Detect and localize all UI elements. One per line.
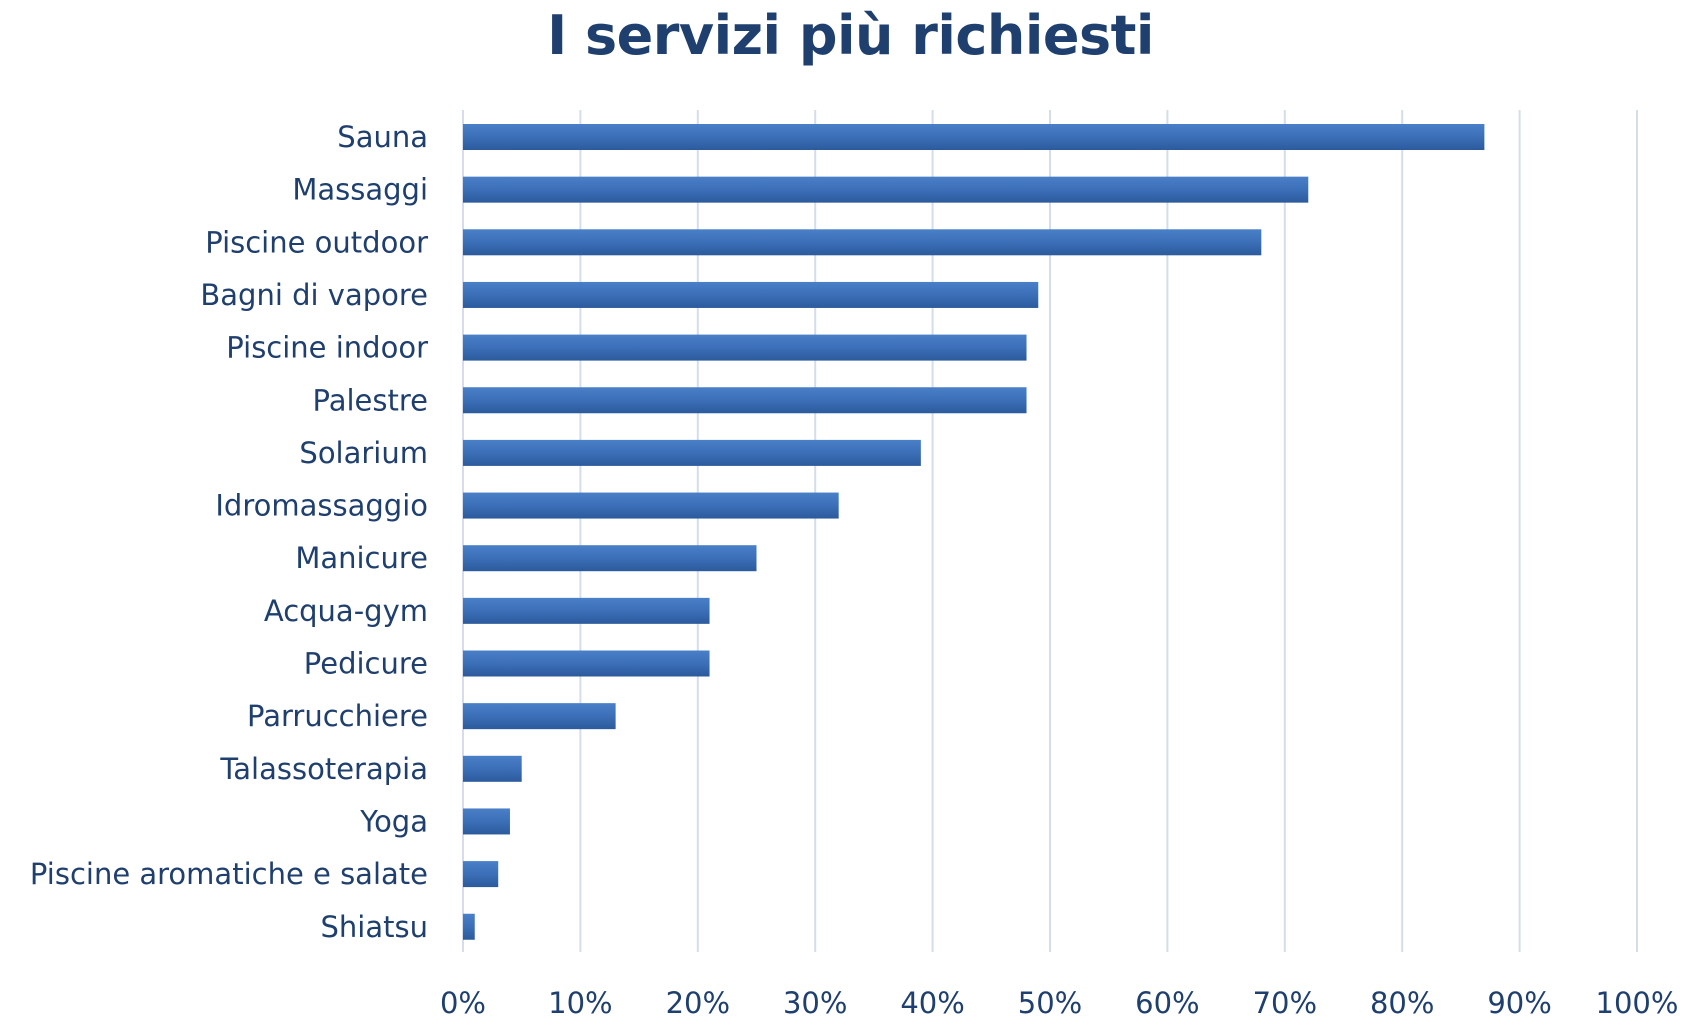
category-label: Talassoterapia — [219, 752, 428, 786]
category-label: Acqua-gym — [264, 594, 428, 628]
bar-bagni-di-vapore — [463, 281, 1039, 308]
category-label: Palestre — [313, 383, 428, 417]
bar-palestre — [463, 387, 1027, 414]
bar-piscine-aromatiche-e-salate — [463, 861, 499, 888]
category-label: Sauna — [337, 120, 428, 154]
category-label: Parrucchiere — [247, 699, 428, 733]
bar-idromassaggio — [463, 492, 839, 519]
x-tick-label: 100% — [1596, 986, 1679, 1020]
bar-acqua-gym — [463, 597, 710, 624]
bar-piscine-outdoor — [463, 229, 1262, 256]
category-label: Pedicure — [304, 647, 428, 681]
category-label: Piscine aromatiche e salate — [30, 857, 428, 891]
category-label: Massaggi — [292, 173, 428, 207]
category-label: Idromassaggio — [215, 489, 428, 523]
bar-massaggi — [463, 176, 1309, 203]
bars — [463, 124, 1485, 940]
x-tick-label: 30% — [783, 986, 847, 1020]
category-label: Solarium — [299, 436, 428, 470]
category-label: Bagni di vapore — [200, 278, 428, 312]
category-label: Piscine outdoor — [205, 225, 428, 259]
x-tick-label: 60% — [1135, 986, 1199, 1020]
bar-talassoterapia — [463, 755, 522, 782]
x-tick-label: 0% — [440, 986, 486, 1020]
bar-shiatsu — [463, 913, 475, 940]
bar-yoga — [463, 808, 510, 835]
bar-parrucchiere — [463, 703, 616, 730]
bar-sauna — [463, 124, 1485, 150]
category-labels: Sauna Massaggi Piscine outdoor Bagni di vap… — [30, 120, 428, 944]
x-tick-label: 40% — [900, 986, 964, 1020]
x-tick-label: 90% — [1487, 986, 1551, 1020]
category-label: Shiatsu — [321, 910, 428, 944]
bar-solarium — [463, 439, 921, 466]
chart-title: I servizi più richiesti — [547, 4, 1154, 67]
category-label: Piscine indoor — [226, 331, 428, 365]
x-tick-label: 80% — [1370, 986, 1434, 1020]
bar-manicure — [463, 545, 757, 572]
category-label: Manicure — [295, 541, 428, 575]
x-tick-labels: 0% 10% 20% 30% 40% 50% 60% 70% 80% 90% 100% — [440, 986, 1678, 1020]
bar-pedicure — [463, 650, 710, 677]
x-tick-label: 20% — [666, 986, 730, 1020]
x-tick-label: 70% — [1253, 986, 1317, 1020]
x-tick-label: 10% — [548, 986, 612, 1020]
category-label: Yoga — [359, 804, 428, 838]
x-tick-label: 50% — [1018, 986, 1082, 1020]
bar-piscine-indoor — [463, 334, 1027, 361]
